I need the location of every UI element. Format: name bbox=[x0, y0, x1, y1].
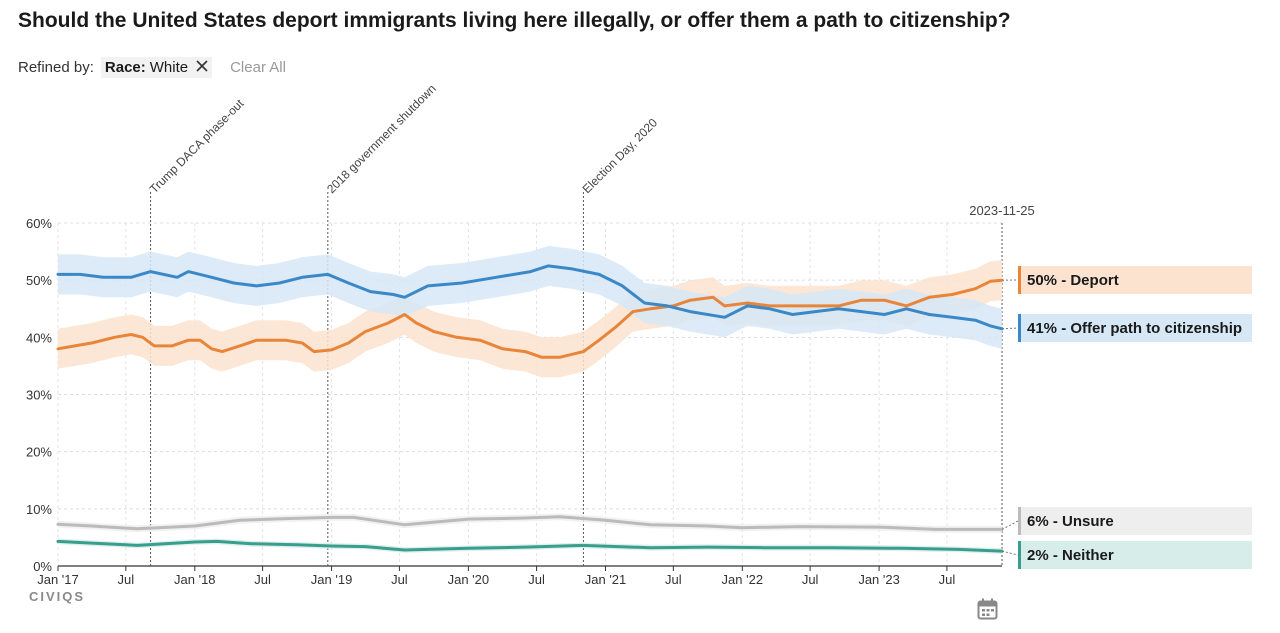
legend-swatch bbox=[1018, 507, 1021, 535]
series-line-deport bbox=[56, 278, 1004, 359]
y-tick-label: 20% bbox=[26, 445, 52, 460]
legend-swatch bbox=[1018, 266, 1021, 294]
x-tick-label: Jul bbox=[391, 572, 408, 587]
filter-chip-value: White bbox=[149, 58, 189, 76]
x-tick-label: Jul bbox=[254, 572, 271, 587]
legend-label: 41% - Offer path to citizenship bbox=[1027, 320, 1242, 337]
legend-item: 41% - Offer path to citizenship bbox=[1018, 314, 1252, 342]
legend-connector bbox=[1001, 550, 1019, 556]
current-date-label: 2023-11-25 bbox=[969, 203, 1035, 218]
series-line-unsure bbox=[56, 515, 1004, 531]
refined-by-label: Refined by: bbox=[18, 58, 94, 76]
x-tick-label: Jan '22 bbox=[722, 572, 764, 587]
close-icon[interactable] bbox=[196, 59, 208, 76]
legend-item: 2% - Neither bbox=[1018, 541, 1252, 569]
x-tick-label: Jan '21 bbox=[585, 572, 627, 587]
annotation-label: Trump DACA phase-out bbox=[147, 96, 247, 196]
filter-chip-key: Race: bbox=[104, 58, 146, 76]
annotation-label: Election Day, 2020 bbox=[580, 115, 661, 196]
legend-background bbox=[1018, 541, 1252, 569]
page-title: Should the United States deport immigran… bbox=[18, 9, 1011, 32]
y-tick-label: 30% bbox=[26, 388, 52, 403]
legend-item: 50% - Deport bbox=[1018, 266, 1252, 294]
legend-connector bbox=[1001, 520, 1019, 530]
x-tick-label: Jul bbox=[665, 572, 682, 587]
x-tick-label: Jan '20 bbox=[448, 572, 490, 587]
series-line-neither bbox=[56, 539, 1004, 553]
series-line-offer-path-to-citizenship bbox=[56, 264, 1004, 331]
y-tick-label: 50% bbox=[26, 273, 52, 288]
legend-swatch bbox=[1018, 314, 1021, 342]
legend-background bbox=[1018, 507, 1252, 535]
y-tick-label: 0% bbox=[33, 559, 52, 574]
legend-label: 6% - Unsure bbox=[1027, 513, 1114, 530]
x-tick-label: Jul bbox=[939, 572, 956, 587]
annotation-label: 2018 government shutdown bbox=[324, 81, 439, 196]
filter-bar: Refined by: Race: White Clear All bbox=[18, 55, 286, 79]
legend-swatch bbox=[1018, 541, 1021, 569]
x-tick-label: Jan '18 bbox=[174, 572, 216, 587]
x-tick-label: Jul bbox=[528, 572, 545, 587]
legend-background bbox=[1018, 266, 1252, 294]
filter-chip-race[interactable]: Race: White bbox=[100, 56, 213, 78]
legend-background bbox=[1018, 314, 1252, 342]
y-tick-label: 40% bbox=[26, 330, 52, 345]
legend-connector bbox=[1001, 327, 1019, 330]
legend-label: 2% - Neither bbox=[1027, 547, 1114, 564]
calendar-icon[interactable] bbox=[977, 598, 998, 620]
y-tick-label: 10% bbox=[26, 502, 52, 517]
x-tick-label: Jan '23 bbox=[858, 572, 900, 587]
legend-label: 50% - Deport bbox=[1027, 272, 1119, 289]
clear-all-link[interactable]: Clear All bbox=[230, 58, 286, 76]
x-tick-label: Jul bbox=[802, 572, 819, 587]
series-band-offer-path-to-citizenship bbox=[58, 245, 1002, 349]
y-tick-label: 60% bbox=[26, 216, 52, 231]
series-band-unsure bbox=[58, 513, 1002, 533]
legend-item: 6% - Unsure bbox=[1018, 507, 1252, 535]
x-tick-label: Jan '17 bbox=[37, 572, 79, 587]
x-tick-label: Jan '19 bbox=[311, 572, 353, 587]
x-tick-label: Jul bbox=[118, 572, 135, 587]
civiqs-logo: CIVIQS bbox=[29, 589, 86, 604]
